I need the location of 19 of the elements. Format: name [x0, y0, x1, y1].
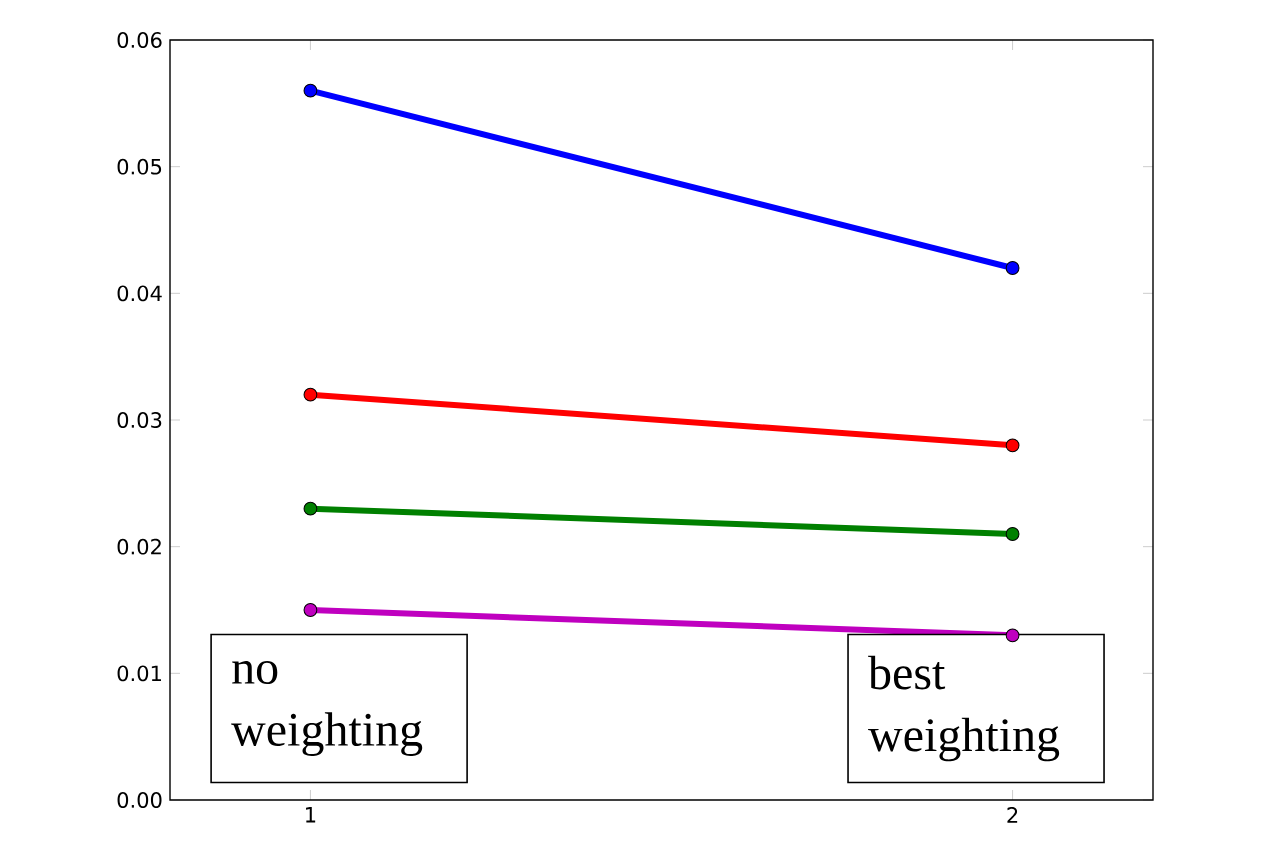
point — [1005, 628, 1020, 643]
y-tick-label: 0.06 — [117, 32, 162, 48]
point — [303, 387, 318, 402]
annotation: best weighting — [868, 655, 1060, 762]
y-tick-label: 0.03 — [117, 412, 162, 428]
point — [1005, 261, 1020, 275]
point — [303, 603, 318, 617]
y-tick-label: 0.01 — [117, 665, 161, 682]
point — [303, 501, 318, 516]
y-tick-label: 0.05 — [117, 158, 162, 175]
annotation: no weighting — [231, 660, 423, 756]
point — [1005, 438, 1020, 453]
x-tick-label: 1 — [306, 807, 316, 823]
y-tick-label: 0.02 — [117, 538, 161, 555]
point — [303, 83, 318, 98]
y-tick-label: 0.04 — [117, 285, 162, 302]
y-tick-label: 0.00 — [117, 792, 162, 808]
x-tick-label: 2 — [1007, 807, 1018, 823]
point — [1005, 527, 1020, 541]
